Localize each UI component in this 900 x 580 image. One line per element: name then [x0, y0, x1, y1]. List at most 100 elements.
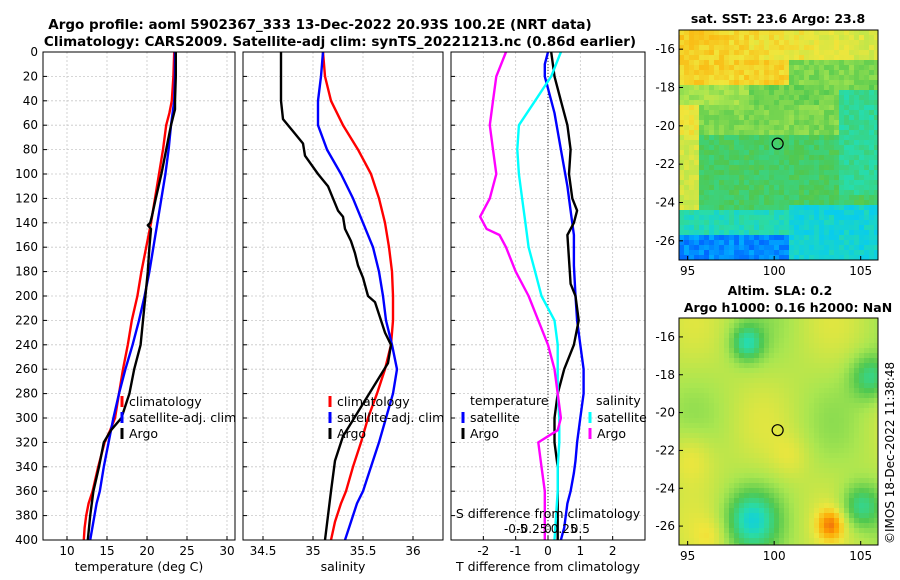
- heatmap-cell: [689, 523, 695, 529]
- heatmap-cell: [704, 115, 710, 121]
- heatmap-cell: [789, 398, 795, 404]
- heatmap-cell: [814, 255, 820, 261]
- heatmap-cell: [814, 513, 820, 519]
- heatmap-cell: [869, 235, 875, 241]
- heatmap-cell: [769, 408, 775, 414]
- heatmap-cell: [724, 165, 730, 171]
- heatmap-cell: [829, 413, 835, 419]
- heatmap-cell: [709, 483, 715, 489]
- heatmap-cell: [739, 363, 745, 369]
- heatmap-cell: [759, 185, 765, 191]
- heatmap-cell: [729, 145, 735, 151]
- heatmap-cell: [824, 343, 830, 349]
- x-tick-label: 20: [139, 544, 154, 558]
- heatmap-cell: [719, 85, 725, 91]
- heatmap-cell: [839, 85, 845, 91]
- heatmap-cell: [684, 175, 690, 181]
- heatmap-cell: [689, 383, 695, 389]
- heatmap-cell: [814, 185, 820, 191]
- heatmap-cell: [844, 463, 850, 469]
- heatmap-cell: [834, 105, 840, 111]
- heatmap-cell: [759, 518, 765, 524]
- heatmap-cell: [829, 250, 835, 256]
- heatmap-cell: [849, 333, 855, 339]
- heatmap-cell: [749, 518, 755, 524]
- heatmap-cell: [759, 473, 765, 479]
- heatmap-cell: [834, 70, 840, 76]
- heatmap-cell: [764, 368, 770, 374]
- heatmap-cell: [854, 388, 860, 394]
- heatmap-cell: [739, 353, 745, 359]
- heatmap-cell: [704, 195, 710, 201]
- heatmap-cell: [719, 195, 725, 201]
- heatmap-cell: [709, 165, 715, 171]
- heatmap-cell: [729, 75, 735, 81]
- heatmap-cell: [684, 358, 690, 364]
- heatmap-cell: [704, 498, 710, 504]
- heatmap-cell: [759, 250, 765, 256]
- heatmap-cell: [709, 210, 715, 216]
- heatmap-cell: [819, 35, 825, 41]
- heatmap-cell: [774, 428, 780, 434]
- heatmap-cell: [824, 328, 830, 334]
- heatmap-cell: [699, 408, 705, 414]
- heatmap-cell: [844, 40, 850, 46]
- heatmap-cell: [809, 165, 815, 171]
- heatmap-cell: [724, 423, 730, 429]
- heatmap-cell: [704, 518, 710, 524]
- heatmap-cell: [814, 175, 820, 181]
- heatmap-cell: [704, 483, 710, 489]
- heatmap-cell: [714, 145, 720, 151]
- heatmap-cell: [854, 240, 860, 246]
- heatmap-cell: [839, 205, 845, 211]
- heatmap-cell: [864, 95, 870, 101]
- heatmap-cell: [689, 70, 695, 76]
- heatmap-cell: [859, 463, 865, 469]
- heatmap-cell: [824, 448, 830, 454]
- heatmap-cell: [699, 343, 705, 349]
- heatmap-cell: [784, 135, 790, 141]
- heatmap-cell: [829, 498, 835, 504]
- heatmap-cell: [704, 180, 710, 186]
- heatmap-cell: [744, 145, 750, 151]
- heatmap-cell: [689, 458, 695, 464]
- heatmap-cell: [764, 528, 770, 534]
- heatmap-cell: [684, 215, 690, 221]
- heatmap-cell: [729, 403, 735, 409]
- heatmap-cell: [714, 225, 720, 231]
- heatmap-cell: [724, 378, 730, 384]
- heatmap-cell: [849, 150, 855, 156]
- heatmap-cell: [719, 443, 725, 449]
- heatmap-cell: [824, 40, 830, 46]
- heatmap-cell: [759, 428, 765, 434]
- heatmap-cell: [789, 90, 795, 96]
- heatmap-cell: [844, 140, 850, 146]
- heatmap-cell: [764, 483, 770, 489]
- heatmap-cell: [679, 75, 685, 81]
- heatmap-cell: [839, 245, 845, 251]
- heatmap-cell: [759, 105, 765, 111]
- heatmap-cell: [784, 70, 790, 76]
- heatmap-cell: [819, 215, 825, 221]
- heatmap-cell: [869, 90, 875, 96]
- heatmap-cell: [694, 503, 700, 509]
- heatmap-cell: [839, 165, 845, 171]
- heatmap-cell: [799, 358, 805, 364]
- y-tick-label: -26: [655, 519, 675, 533]
- heatmap-cell: [734, 50, 740, 56]
- y-tick-label: 300: [15, 411, 38, 425]
- heatmap-cell: [749, 230, 755, 236]
- heatmap-cell: [764, 85, 770, 91]
- heatmap-cell: [689, 498, 695, 504]
- heatmap-cell: [819, 205, 825, 211]
- heatmap-cell: [739, 75, 745, 81]
- heatmap-cell: [719, 40, 725, 46]
- heatmap-cell: [759, 333, 765, 339]
- heatmap-cell: [714, 135, 720, 141]
- heatmap-cell: [764, 150, 770, 156]
- heatmap-cell: [794, 403, 800, 409]
- heatmap-cell: [839, 185, 845, 191]
- heatmap-cell: [799, 438, 805, 444]
- heatmap-cell: [834, 408, 840, 414]
- heatmap-cell: [814, 125, 820, 131]
